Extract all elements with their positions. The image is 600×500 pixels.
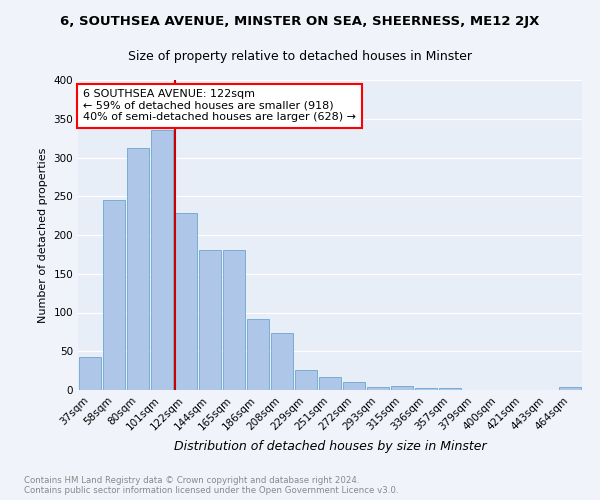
Text: 6, SOUTHSEA AVENUE, MINSTER ON SEA, SHEERNESS, ME12 2JX: 6, SOUTHSEA AVENUE, MINSTER ON SEA, SHEE… <box>61 15 539 28</box>
Text: 6 SOUTHSEA AVENUE: 122sqm
← 59% of detached houses are smaller (918)
40% of semi: 6 SOUTHSEA AVENUE: 122sqm ← 59% of detac… <box>83 90 356 122</box>
Bar <box>151 130 173 390</box>
Bar <box>559 387 581 390</box>
Bar <box>79 358 101 390</box>
Y-axis label: Number of detached properties: Number of detached properties <box>38 148 48 322</box>
Bar <box>127 148 149 390</box>
Bar <box>175 214 197 390</box>
Text: Contains HM Land Registry data © Crown copyright and database right 2024.
Contai: Contains HM Land Registry data © Crown c… <box>24 476 398 495</box>
Bar <box>199 250 221 390</box>
Text: Size of property relative to detached houses in Minster: Size of property relative to detached ho… <box>128 50 472 63</box>
Bar <box>319 377 341 390</box>
Bar <box>103 200 125 390</box>
Bar <box>247 320 269 390</box>
Bar <box>415 388 437 390</box>
Bar <box>367 387 389 390</box>
X-axis label: Distribution of detached houses by size in Minster: Distribution of detached houses by size … <box>173 440 487 453</box>
Bar <box>391 386 413 390</box>
Bar <box>343 382 365 390</box>
Bar <box>271 332 293 390</box>
Bar <box>223 250 245 390</box>
Bar <box>439 388 461 390</box>
Bar <box>295 370 317 390</box>
